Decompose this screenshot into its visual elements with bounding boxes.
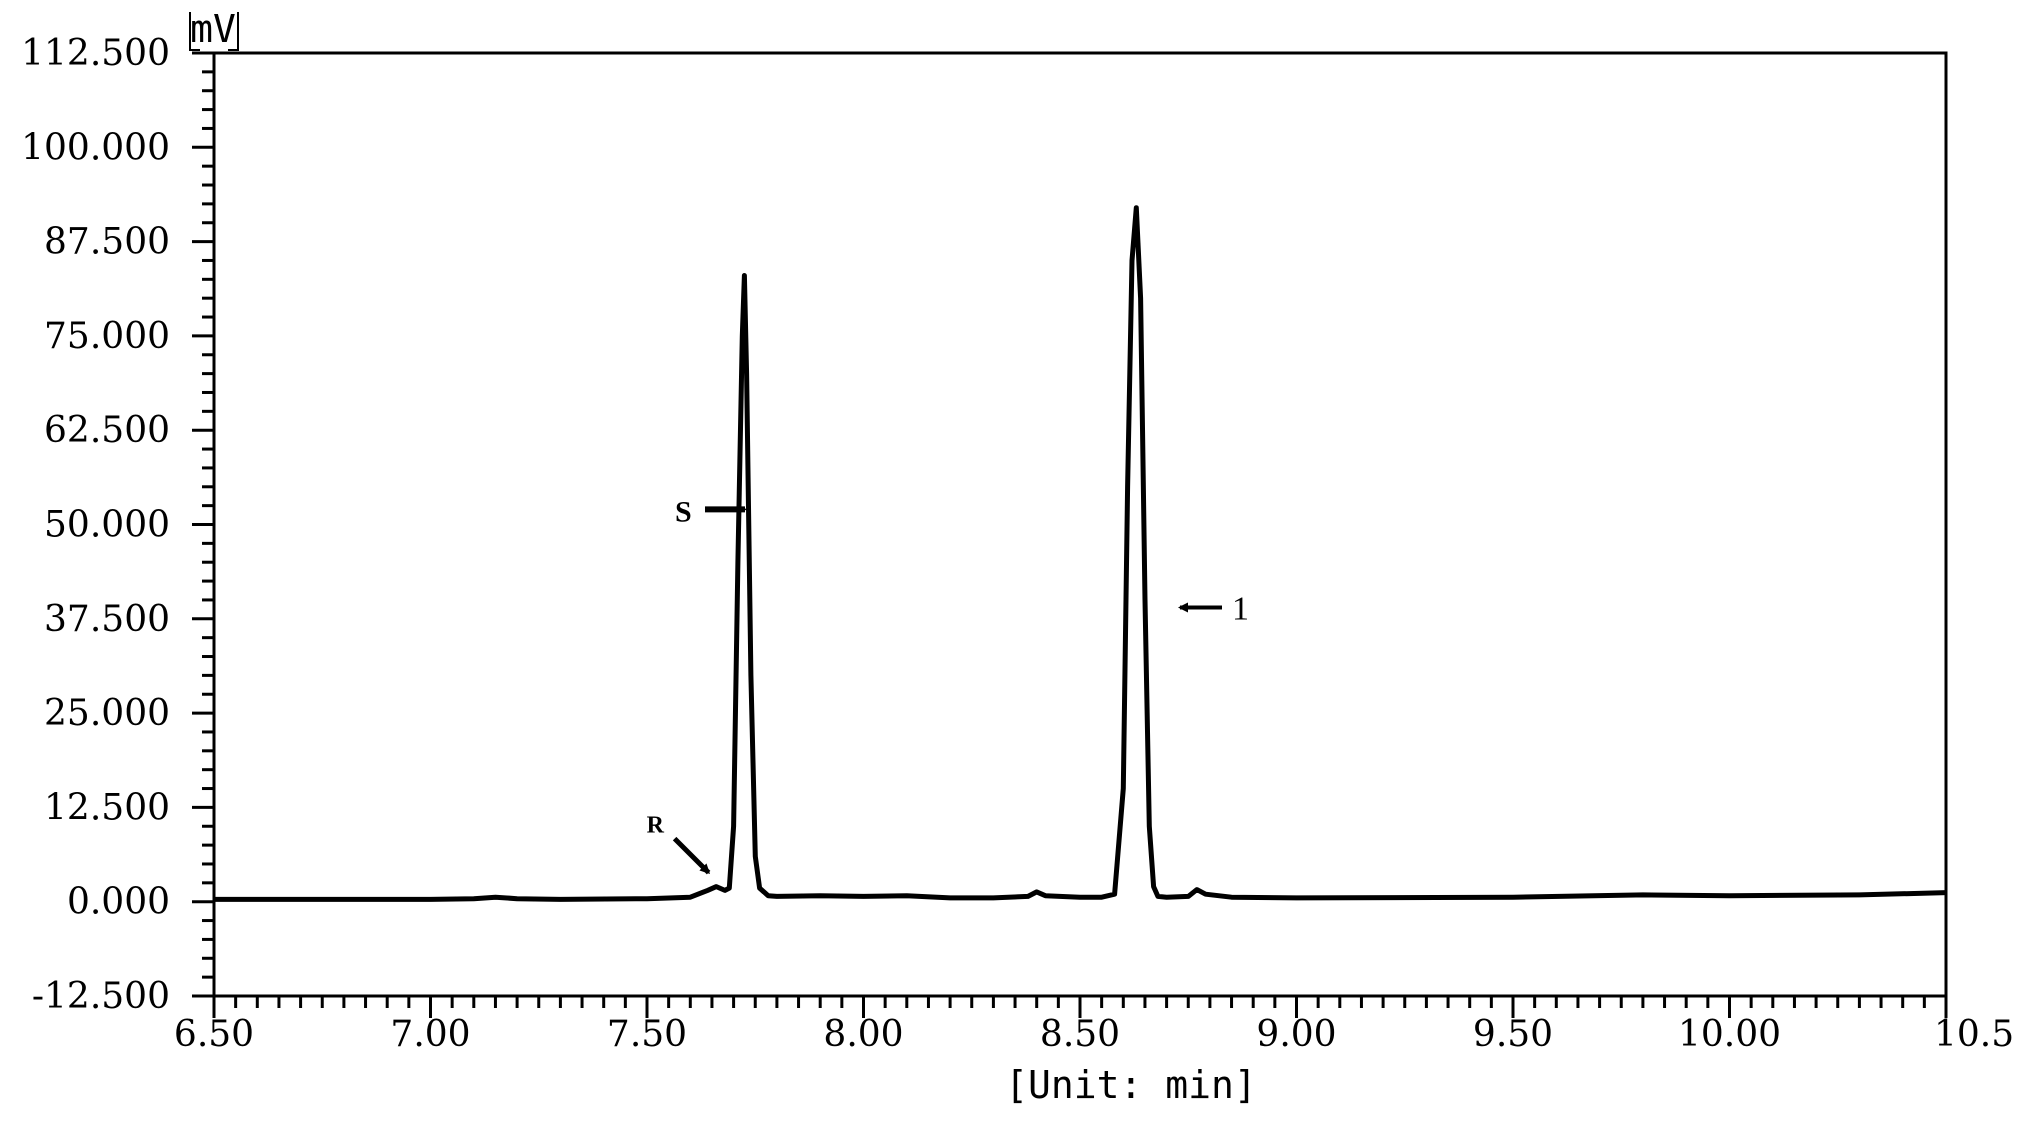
x-tick-label: 7.00 — [390, 1014, 470, 1055]
x-tick-label: 6.50 — [174, 1014, 254, 1055]
y-tick-label: 87.500 — [44, 222, 170, 263]
x-axis-title: [Unit: min] — [1005, 1063, 1257, 1107]
y-tick-label: 112.500 — [21, 33, 170, 74]
peak-s-label: S — [675, 495, 692, 528]
y-tick-label: 12.500 — [44, 787, 170, 828]
x-tick-label: 9.00 — [1256, 1014, 1336, 1055]
plot-frame — [214, 53, 1946, 996]
y-tick-label: 37.500 — [44, 599, 170, 640]
x-tick-label: 8.00 — [823, 1014, 903, 1055]
peak-1-label: 1 — [1232, 590, 1249, 627]
y-tick-label: 0.000 — [67, 882, 170, 923]
y-tick-label: 62.500 — [44, 410, 170, 451]
x-tick-label: 10.00 — [1678, 1014, 1781, 1055]
x-tick-label: 10.5 — [1934, 1014, 2014, 1055]
y-tick-label: 100.000 — [21, 127, 170, 168]
chromatogram-trace — [214, 208, 1946, 900]
x-tick-label: 9.50 — [1473, 1014, 1553, 1055]
peak-r-arrow — [675, 839, 709, 873]
x-tick-label: 8.50 — [1040, 1014, 1120, 1055]
y-axis-unit-label: mV — [190, 7, 236, 51]
peak-r-label: R — [647, 813, 665, 839]
y-tick-label: -12.500 — [32, 976, 170, 1017]
y-tick-label: 25.000 — [44, 693, 170, 734]
y-tick-label: 50.000 — [44, 505, 170, 546]
x-tick-label: 7.50 — [607, 1014, 687, 1055]
y-tick-label: 75.000 — [44, 316, 170, 357]
